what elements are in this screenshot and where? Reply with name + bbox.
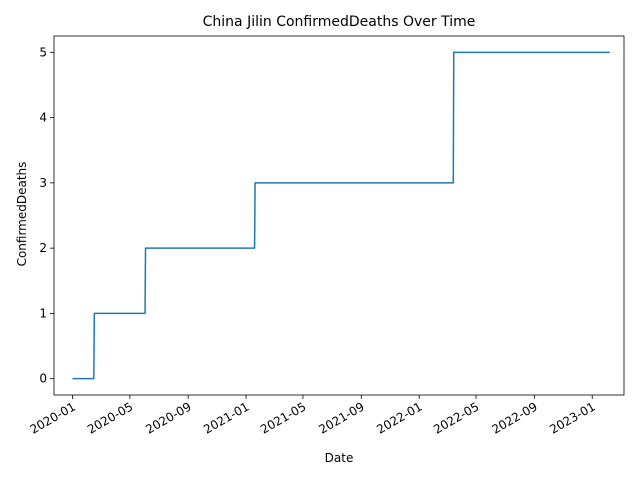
x-tick-label-2022-09: 2022-09 xyxy=(489,399,539,436)
x-tick-label-2021-01: 2021-01 xyxy=(201,399,251,436)
series-line-0 xyxy=(72,51,610,380)
x-axis-label: Date xyxy=(325,451,354,465)
axes-frame xyxy=(53,35,625,396)
y-tick-label-3: 3 xyxy=(39,176,47,190)
x-tick-label-2022-01: 2022-01 xyxy=(374,399,424,436)
y-tick-label-5: 5 xyxy=(39,45,47,59)
x-tick-label-2021-09: 2021-09 xyxy=(316,399,366,436)
y-tick-label-0: 0 xyxy=(39,372,47,386)
y-tick-label-4: 4 xyxy=(39,111,47,125)
chart-title: China Jilin ConfirmedDeaths Over Time xyxy=(203,14,476,30)
x-tick-label-2020-01: 2020-01 xyxy=(28,399,78,436)
y-tick-label-1: 1 xyxy=(39,306,47,320)
x-tick-label-2020-09: 2020-09 xyxy=(143,399,193,436)
x-tick-label-2021-05: 2021-05 xyxy=(258,399,308,436)
x-tick-label-2023-01: 2023-01 xyxy=(547,399,597,436)
y-tick-label-2: 2 xyxy=(39,241,47,255)
x-tick-label-2020-05: 2020-05 xyxy=(85,399,135,436)
y-axis-label: ConfirmedDeaths xyxy=(15,162,29,267)
x-tick-label-2022-05: 2022-05 xyxy=(431,399,481,436)
